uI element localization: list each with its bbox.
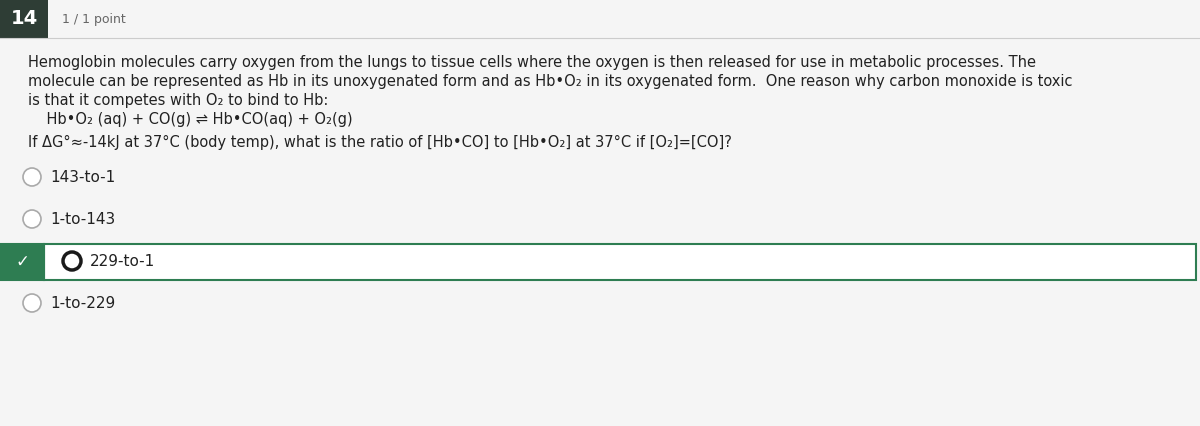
Text: Hemoglobin molecules carry oxygen from the lungs to tissue cells where the oxyge: Hemoglobin molecules carry oxygen from t… [28, 55, 1036, 70]
FancyBboxPatch shape [0, 0, 1200, 38]
FancyBboxPatch shape [0, 0, 48, 38]
Text: 143-to-1: 143-to-1 [50, 170, 115, 185]
Text: ✓: ✓ [16, 253, 29, 271]
Circle shape [23, 210, 41, 228]
Text: is that it competes with O₂ to bind to Hb:: is that it competes with O₂ to bind to H… [28, 93, 329, 108]
Text: If ΔG°≈-14kJ at 37°C (body temp), what is the ratio of [Hb•CO] to [Hb•O₂] at 37°: If ΔG°≈-14kJ at 37°C (body temp), what i… [28, 135, 732, 150]
FancyBboxPatch shape [44, 244, 1196, 280]
Circle shape [23, 294, 41, 312]
Text: Hb•O₂ (aq) + CO(g) ⇌ Hb•CO(aq) + O₂(g): Hb•O₂ (aq) + CO(g) ⇌ Hb•CO(aq) + O₂(g) [28, 112, 353, 127]
Text: 229-to-1: 229-to-1 [90, 254, 155, 270]
Text: 1-to-229: 1-to-229 [50, 296, 115, 311]
Circle shape [23, 168, 41, 186]
Circle shape [64, 252, 82, 270]
Text: 14: 14 [11, 9, 37, 29]
Text: 1 / 1 point: 1 / 1 point [62, 12, 126, 26]
Text: molecule can be represented as Hb in its unoxygenated form and as Hb•O₂ in its o: molecule can be represented as Hb in its… [28, 74, 1073, 89]
Text: 1-to-143: 1-to-143 [50, 213, 115, 227]
FancyBboxPatch shape [0, 244, 44, 280]
